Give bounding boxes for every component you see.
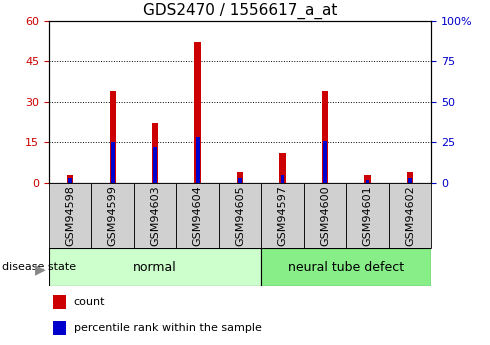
Bar — [281, 175, 285, 183]
Bar — [237, 172, 243, 183]
Text: GSM94601: GSM94601 — [363, 185, 372, 246]
Bar — [110, 91, 116, 183]
Bar — [92, 183, 134, 248]
Bar — [153, 147, 157, 183]
Text: GSM94600: GSM94600 — [320, 185, 330, 246]
Bar — [304, 183, 346, 248]
Bar — [322, 91, 328, 183]
Text: GSM94598: GSM94598 — [65, 185, 75, 246]
Bar — [279, 153, 286, 183]
Bar — [408, 178, 412, 183]
Bar — [53, 321, 66, 335]
Bar — [196, 137, 199, 183]
Bar — [364, 175, 370, 183]
Text: GSM94603: GSM94603 — [150, 185, 160, 246]
Bar — [407, 172, 413, 183]
Text: count: count — [74, 297, 105, 307]
Text: GSM94604: GSM94604 — [193, 185, 203, 246]
Text: normal: normal — [133, 261, 177, 274]
Bar — [219, 183, 261, 248]
Bar — [261, 183, 304, 248]
Text: GSM94605: GSM94605 — [235, 185, 245, 246]
Text: disease state: disease state — [2, 263, 76, 272]
Bar — [53, 295, 66, 309]
Bar — [134, 183, 176, 248]
Title: GDS2470 / 1556617_a_at: GDS2470 / 1556617_a_at — [143, 3, 337, 19]
Text: GSM94602: GSM94602 — [405, 185, 415, 246]
Text: GSM94599: GSM94599 — [108, 185, 118, 246]
Text: neural tube defect: neural tube defect — [288, 261, 404, 274]
Bar — [67, 175, 74, 183]
Text: GSM94597: GSM94597 — [277, 185, 288, 246]
Text: ▶: ▶ — [35, 262, 46, 276]
Bar — [195, 42, 201, 183]
Bar — [68, 178, 72, 183]
Bar — [152, 124, 158, 183]
Bar — [176, 183, 219, 248]
Bar — [238, 178, 242, 183]
Bar — [323, 141, 327, 183]
Bar — [261, 248, 431, 286]
Bar — [49, 183, 92, 248]
Text: percentile rank within the sample: percentile rank within the sample — [74, 323, 262, 333]
Bar — [111, 142, 115, 183]
Bar — [49, 248, 261, 286]
Bar — [346, 183, 389, 248]
Bar — [389, 183, 431, 248]
Bar — [366, 180, 369, 183]
